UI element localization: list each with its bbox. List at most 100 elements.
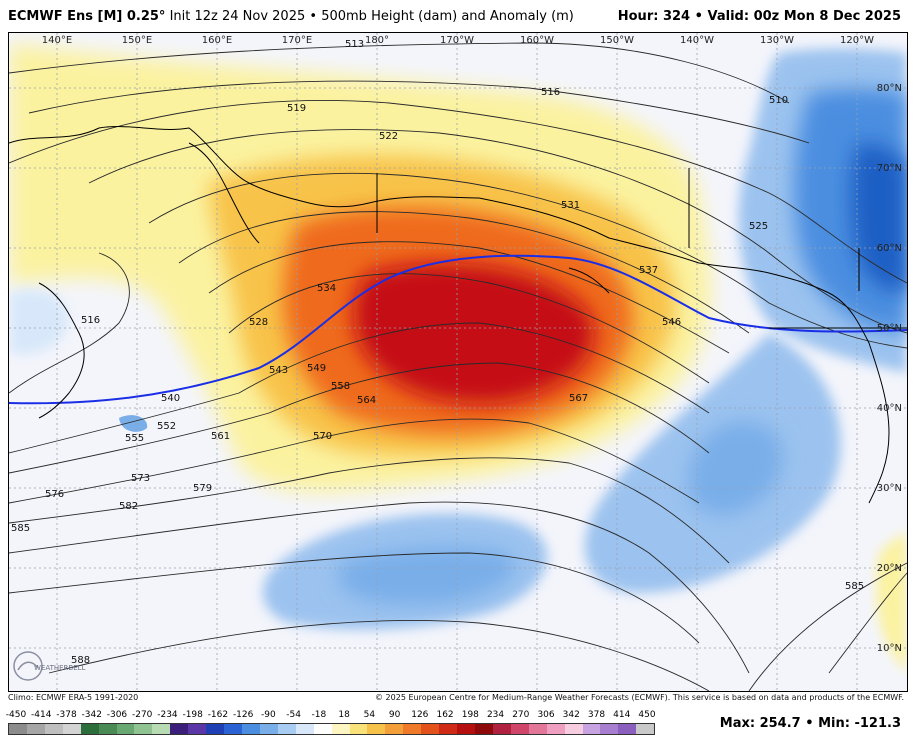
lat-label: 70°N	[877, 163, 902, 174]
max-label: Max:	[719, 716, 756, 731]
colorbar-swatch	[636, 724, 655, 734]
forecast-map: 140°E 150°E 160°E 170°E 180° 170°W 160°W…	[8, 32, 908, 692]
colorbar-swatch	[349, 724, 368, 734]
contour-label: 588	[71, 655, 90, 666]
stats-separator: •	[805, 716, 814, 731]
contour-label: 570	[313, 431, 332, 442]
colorbar-swatch	[474, 724, 493, 734]
negative-anomaly-troughs	[9, 48, 907, 673]
colorbar-tick-label: -126	[232, 710, 254, 720]
colorbar-tick-label: 306	[537, 710, 555, 720]
lat-label: 50°N	[877, 323, 902, 334]
colorbar-tick-label: -378	[56, 710, 77, 720]
colorbar-swatch	[44, 724, 63, 734]
colorbar-tick-label: -450	[5, 710, 27, 720]
lat-label: 20°N	[877, 563, 902, 574]
contour-label: 579	[193, 483, 212, 494]
contour-label: 543	[269, 365, 288, 376]
climo-credit: Climo: ECMWF ERA-5 1991-2020	[8, 693, 139, 702]
colorbar-swatch	[528, 724, 547, 734]
contour-label: 558	[331, 381, 350, 392]
contour-label: 516	[81, 315, 100, 326]
colorbar-swatch	[62, 724, 81, 734]
colorbar-swatch	[134, 724, 153, 734]
colorbar-tick-label: 270	[512, 710, 530, 720]
product-name: 500mb Height (dam) and Anomaly (m)	[321, 9, 574, 24]
max-value: 254.7	[759, 716, 801, 731]
latitude-labels: 80°N 70°N 60°N 50°N 40°N 30°N 20°N 10°N	[877, 83, 902, 654]
contour-label: 519	[287, 103, 306, 114]
lon-label: 150°W	[600, 35, 634, 46]
colorbar-swatch	[582, 724, 601, 734]
colorbar-tick-label: -162	[207, 710, 229, 720]
colorbar-swatch	[600, 724, 619, 734]
max-min-stats: Max: 254.7 • Min: -121.3	[720, 716, 901, 731]
colorbar-tick-label: 378	[587, 710, 606, 720]
colorbar-swatch	[9, 724, 27, 734]
longitude-labels: 140°E 150°E 160°E 170°E 180° 170°W 160°W…	[42, 35, 874, 46]
contour-540-highlight	[9, 254, 907, 405]
colorbar-swatch	[421, 724, 440, 734]
contour-label: 564	[357, 395, 376, 406]
contour-label: 516	[541, 87, 560, 98]
colorbar-tick-label: 342	[562, 710, 580, 720]
hour-value: 324	[662, 9, 691, 24]
colorbar-swatch	[331, 724, 350, 734]
colorbar-tick-label: -414	[31, 710, 52, 720]
title-bullet: •	[309, 9, 318, 24]
colorbar-tick-label: -270	[131, 710, 153, 720]
forecast-time: Hour: 324 • Valid: 00z Mon 8 Dec 2025	[618, 9, 901, 24]
colorbar-swatch	[224, 724, 242, 734]
colorbar-swatch	[277, 724, 296, 734]
colorbar-tick-label: -234	[157, 710, 178, 720]
colorbar-swatch	[26, 724, 45, 734]
lat-label: 60°N	[877, 243, 902, 254]
weatherbell-logo: WEATHERBELL	[13, 651, 86, 681]
colorbar-ticks: -450 -414 -378 -342 -306 -270 -234 -198 -162 -126…	[5, 710, 656, 722]
trough-south-mid	[339, 546, 516, 605]
colorbar-tick-label: 450	[638, 710, 656, 720]
colorbar-tick-label: -54	[286, 710, 301, 720]
colorbar-swatch	[439, 724, 458, 734]
colorbar-swatch	[367, 724, 386, 734]
lon-label: 140°E	[42, 35, 72, 46]
valid-label: Valid:	[707, 9, 750, 24]
valid-value: 00z Mon 8 Dec 2025	[753, 9, 901, 24]
colorbar-swatch	[492, 724, 511, 734]
colorbar-swatch	[259, 724, 278, 734]
map-canvas: 140°E 150°E 160°E 170°E 180° 170°W 160°W…	[9, 33, 907, 691]
contour-label: 567	[569, 393, 588, 404]
contour-label: 513	[345, 39, 364, 50]
svg-text:WEATHERBELL: WEATHERBELL	[34, 664, 86, 672]
colorbar-swatch	[188, 724, 207, 734]
colorbar-swatch	[564, 724, 583, 734]
lon-label: 140°W	[680, 35, 714, 46]
copyright-credit: © 2025 European Centre for Medium-Range …	[375, 693, 904, 702]
lon-label: 170°E	[282, 35, 312, 46]
colorbar-tick-label: 18	[338, 710, 350, 720]
colorbar-swatch	[241, 724, 260, 734]
colorbar-swatch	[152, 724, 171, 734]
colorbar-swatch	[295, 724, 314, 734]
contour-label: 537	[639, 265, 658, 276]
contour-label: 546	[662, 317, 681, 328]
contour-label: 510	[769, 95, 788, 106]
contour-label: 549	[307, 363, 326, 374]
lon-label: 130°W	[760, 35, 794, 46]
contour-label: 585	[845, 581, 864, 592]
colorbar-swatch	[98, 724, 117, 734]
colorbar-swatch	[170, 724, 189, 734]
contour-value-labels: 513 516 519 522 510 525 531 537 534 528 …	[11, 39, 864, 666]
lon-label: 170°W	[440, 35, 474, 46]
contour-label: 552	[157, 421, 176, 432]
colorbar-tick-label: 54	[363, 710, 376, 720]
model-name: ECMWF Ens [M] 0.25°	[8, 9, 166, 24]
valid-bullet: •	[694, 9, 703, 24]
contour-label: 534	[317, 283, 336, 294]
contour-label: 555	[125, 433, 144, 444]
colorbar-swatch	[80, 724, 99, 734]
colorbar-tick-label: 414	[613, 710, 631, 720]
colorbar-swatch	[206, 724, 225, 734]
contour-label: 585	[11, 523, 30, 534]
lon-label: 160°W	[520, 35, 554, 46]
